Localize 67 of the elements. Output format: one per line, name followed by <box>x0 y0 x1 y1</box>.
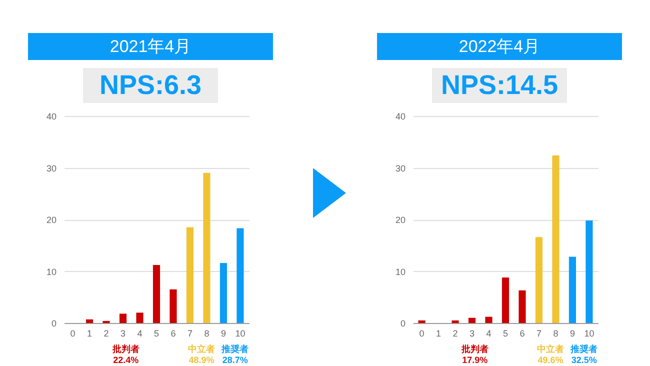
bar <box>518 290 526 323</box>
x-tick-label: 8 <box>204 328 210 338</box>
x-tick-label: 9 <box>220 328 226 338</box>
x-tick-label: 4 <box>137 328 142 338</box>
x-tick-label: 4 <box>486 328 492 338</box>
bar <box>136 312 144 323</box>
x-tick-label: 2 <box>104 328 109 338</box>
y-tick-label: 10 <box>46 266 56 277</box>
x-tick-label: 2 <box>452 328 458 338</box>
bar <box>170 289 177 323</box>
x-tick-label: 0 <box>419 328 424 338</box>
bar <box>119 314 127 323</box>
x-tick-label: 10 <box>584 328 594 338</box>
chart-subtitle: NPS:6.3 <box>83 68 218 103</box>
bar <box>568 256 576 323</box>
text: 28.7% <box>222 355 248 365</box>
y-tick-label: 0 <box>400 318 406 328</box>
text: 22.4% <box>113 355 139 365</box>
x-tick-label: 1 <box>87 328 92 338</box>
bar <box>468 318 476 323</box>
text: 批判者 <box>460 344 488 354</box>
x-tick-label: 6 <box>170 328 176 338</box>
bar <box>418 320 426 323</box>
bar <box>203 172 210 323</box>
x-tick-label: 7 <box>536 328 542 338</box>
bar <box>502 277 510 323</box>
x-tick-label: 8 <box>553 328 558 338</box>
text: 批判者 <box>111 344 140 354</box>
y-tick-label: 0 <box>51 318 56 328</box>
text: 32.5% <box>571 355 597 365</box>
x-tick-label: 5 <box>502 328 508 338</box>
text: 推奨者 <box>570 344 598 354</box>
y-tick-label: 40 <box>46 112 56 122</box>
x-tick-label: 0 <box>70 328 76 338</box>
y-tick-label: 30 <box>46 163 56 174</box>
x-tick-label: 9 <box>570 328 575 338</box>
bar <box>452 320 459 323</box>
bar <box>220 262 228 323</box>
x-tick-label: 3 <box>120 328 126 338</box>
y-tick-label: 20 <box>395 215 406 225</box>
text: 49.6% <box>538 355 564 365</box>
bar <box>485 316 492 323</box>
y-tick-label: 10 <box>395 266 406 277</box>
chart-title: 2022年4月 <box>377 33 622 60</box>
x-tick-label: 10 <box>235 328 246 338</box>
text: 中立者 <box>188 344 216 354</box>
x-tick-label: 3 <box>470 328 475 338</box>
bar <box>152 265 160 323</box>
bar <box>186 227 194 323</box>
bar <box>535 237 543 323</box>
y-tick-label: 30 <box>395 163 406 174</box>
bar <box>236 228 244 323</box>
bar <box>86 319 94 323</box>
x-tick-label: 5 <box>154 328 160 338</box>
bar <box>586 220 593 323</box>
x-tick-label: 7 <box>187 328 192 338</box>
text: 中立者 <box>537 344 564 354</box>
y-tick-label: 40 <box>395 112 406 122</box>
bar <box>552 155 560 323</box>
y-tick-label: 20 <box>46 215 56 225</box>
chart-title: 2021年4月 <box>28 33 273 60</box>
text: 17.9% <box>462 355 488 365</box>
x-tick-label: 1 <box>436 328 442 338</box>
text: 推奨者 <box>220 344 249 354</box>
text: 48.9% <box>188 355 214 365</box>
x-tick-label: 6 <box>520 328 525 338</box>
chart-subtitle: NPS:14.5 <box>432 68 567 103</box>
